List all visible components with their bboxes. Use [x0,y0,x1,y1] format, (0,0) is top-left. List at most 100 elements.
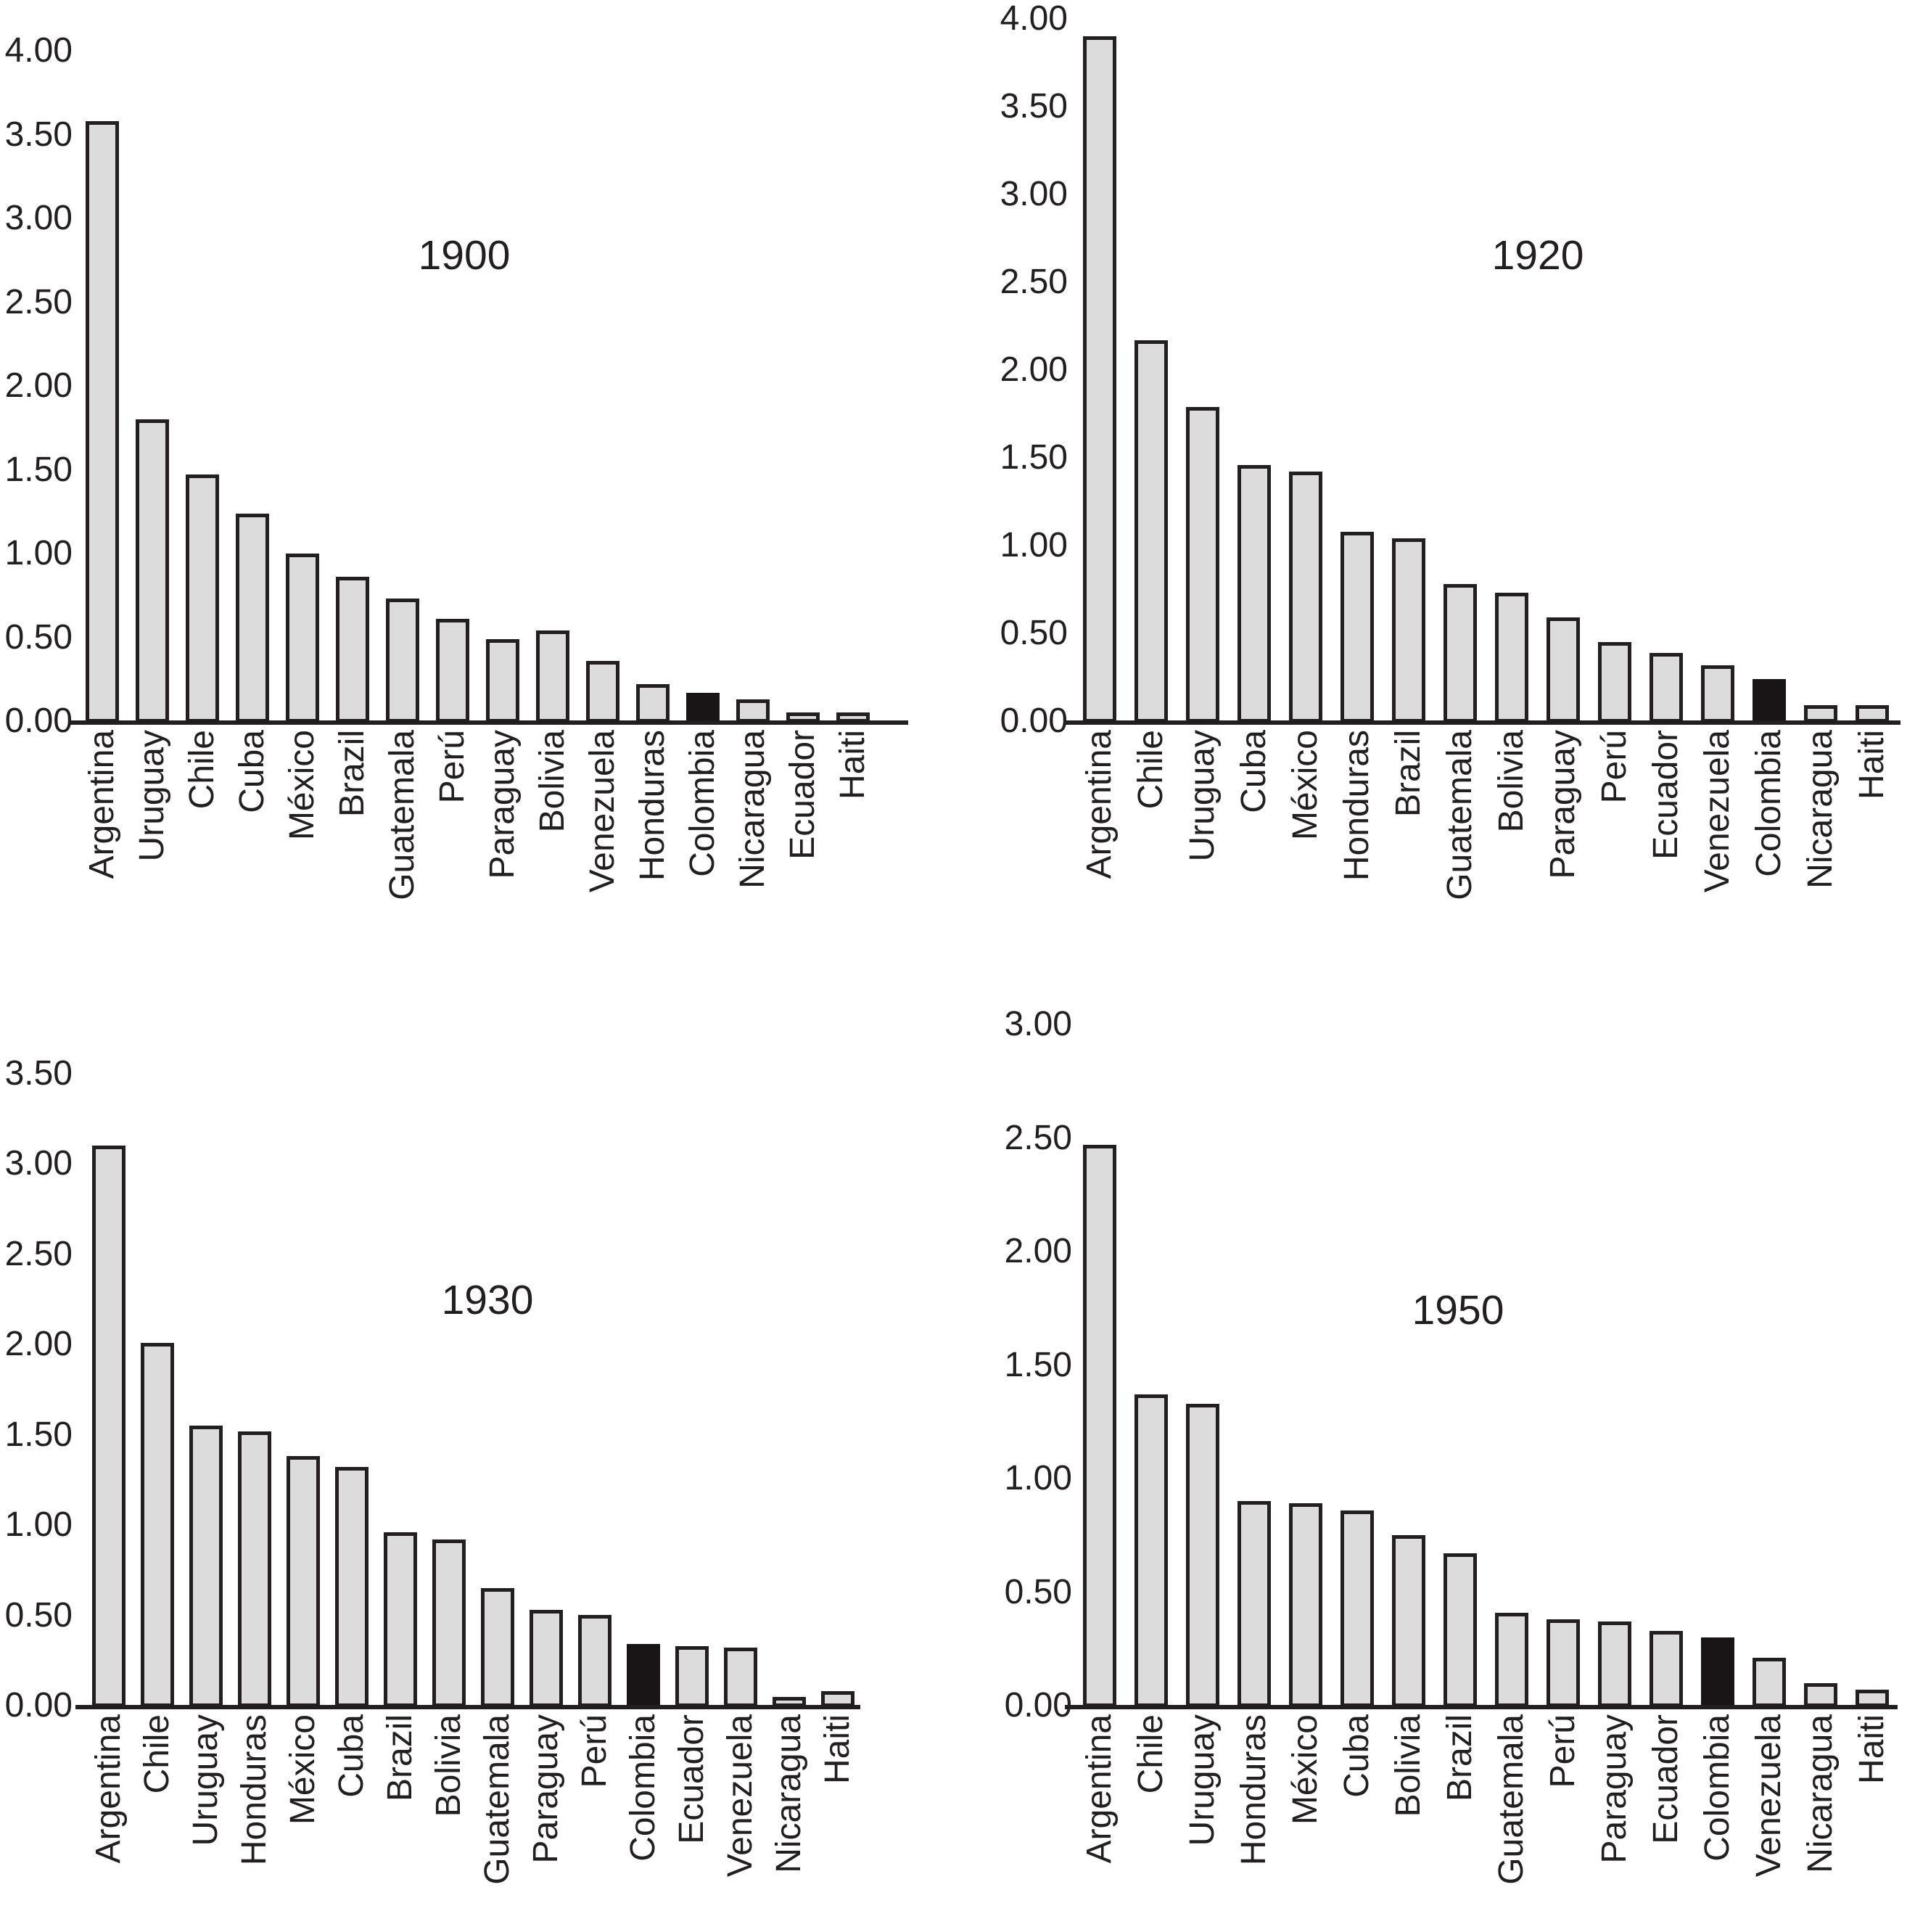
bar-paraguay [486,639,519,721]
x-label-cell-colombia: Colombia [678,730,728,947]
x-label-argentina: Argentina [1079,730,1119,879]
x-label-cell-uruguay: Uruguay [1177,730,1228,947]
x-label-brazil: Brazil [1440,1714,1479,1802]
y-tick-label-1930-3.00: 3.00 [4,1144,73,1183]
bar-mexico [287,1456,320,1706]
bar-haiti [1856,1690,1889,1706]
bar-haiti [821,1691,854,1706]
x-label-cell-brazil: Brazil [1383,730,1434,947]
x-label-cell-uruguay: Uruguay [1177,1714,1228,1932]
x-label-cell-chile: Chile [1125,1714,1177,1932]
x-label-honduras: Honduras [1337,730,1376,881]
bar-nicaragua [1804,1683,1837,1706]
bar-nicaragua [773,1697,806,1706]
x-label-cell-mexico: México [1280,1714,1331,1932]
x-label-cell-venezuela: Venezuela [577,730,627,947]
x-label-cell-ecuador: Ecuador [778,730,828,947]
x-label-cell-nicaragua: Nicaragua [765,1714,813,1932]
bar-guatemala [386,599,419,721]
x-label-argentina: Argentina [88,1714,128,1864]
bar-ecuador [675,1646,709,1706]
y-tick-label-1900-2.00: 2.00 [4,366,73,405]
bar-brazil [384,1532,417,1706]
bar-argentina [92,1146,125,1706]
x-label-cell-cuba: Cuba [227,730,277,947]
bar-argentina [86,121,119,721]
x-label-chile: Chile [1131,730,1170,810]
y-tick-label-1900-0.00: 0.00 [4,702,73,740]
bar-brazil [1392,538,1425,721]
x-label-cell-peru: Perú [570,1714,619,1932]
x-label-chile: Chile [1131,1714,1170,1794]
page: { "figure": { "description": "Four-panel… [0,0,1915,1892]
x-label-brazil: Brazil [332,730,371,818]
x-label-brazil: Brazil [1388,730,1428,818]
x-label-paraguay: Paraguay [1543,730,1582,879]
chart-panel-1930: 1930 0.00 0.50 1.00 1.50 2.00 2.50 3.00 3.50 Arge… [0,946,958,1892]
chart-panel-1920: 1920 0.00 0.50 1.00 1.50 2.00 2.50 3.00 3.50 4.00… [958,0,1915,946]
chart-title-1930: 1930 [441,1277,534,1323]
bar-cuba [335,1467,368,1706]
x-label-cell-colombia: Colombia [1743,730,1795,947]
x-label-cell-bolivia: Bolivia [1486,730,1537,947]
bar-mexico [1289,1503,1322,1706]
y-tick-label-1950-3.00: 3.00 [1004,1005,1072,1043]
x-label-haiti: Haiti [818,1714,857,1785]
bar-peru [1547,1619,1580,1706]
x-label-bolivia: Bolivia [1491,730,1531,833]
x-label-peru: Perú [574,1714,614,1788]
y-tick-label-1950-2.50: 2.50 [1004,1118,1072,1157]
x-label-mexico: México [283,1714,322,1825]
y-tick-label-1920-2.00: 2.00 [1000,350,1068,389]
bar-ecuador [1650,653,1683,721]
x-label-cell-uruguay: Uruguay [127,730,177,947]
x-label-cell-nicaragua: Nicaragua [1795,730,1846,947]
x-label-honduras: Honduras [1234,1714,1273,1866]
bar-honduras [1237,1501,1271,1706]
x-label-bolivia: Bolivia [532,730,572,833]
y-tick-label-1950-1.00: 1.00 [1004,1459,1072,1497]
x-label-honduras: Honduras [234,1714,273,1866]
x-label-cell-argentina: Argentina [1074,1714,1125,1932]
x-label-ecuador: Ecuador [672,1714,711,1844]
x-label-cell-nicaragua: Nicaragua [728,730,778,947]
x-label-guatemala: Guatemala [1440,730,1479,900]
y-tick-label-1920-1.00: 1.00 [1000,526,1068,564]
x-label-cell-mexico: México [1280,730,1331,947]
y-tick-label-1920-3.00: 3.00 [1000,175,1068,213]
bar-chile [1134,340,1168,721]
bar-colombia [627,1644,660,1706]
x-label-cell-cuba: Cuba [1228,730,1280,947]
x-label-colombia: Colombia [683,730,722,877]
x-label-cell-argentina: Argentina [1074,730,1125,947]
bar-chile [141,1343,174,1706]
x-label-cell-paraguay: Paraguay [477,730,527,947]
bar-nicaragua [736,699,770,721]
bar-haiti [1856,705,1889,721]
x-label-cell-haiti: Haiti [1846,730,1898,947]
chart-title-1950: 1950 [1412,1287,1504,1333]
y-tick-label-1920-0.50: 0.50 [1000,614,1068,652]
x-label-cell-peru: Perú [1537,1714,1589,1932]
x-label-peru: Perú [1594,730,1634,804]
bar-uruguay [136,419,169,721]
x-label-cuba: Cuba [1337,1714,1376,1798]
x-label-nicaragua: Nicaragua [1800,1714,1840,1873]
x-axis-line-1920 [1065,720,1900,725]
y-tick-label-1930-2.50: 2.50 [4,1234,73,1273]
bar-uruguay [1186,1404,1219,1706]
y-tick-label-1930-3.50: 3.50 [4,1053,73,1093]
x-label-venezuela: Venezuela [720,1714,759,1878]
bar-bolivia [432,1540,466,1706]
y-tick-label-1950-1.50: 1.50 [1004,1345,1072,1384]
bar-chile [1134,1394,1168,1706]
bar-honduras [1340,532,1374,721]
x-label-cell-brazil: Brazil [376,1714,424,1932]
x-label-nicaragua: Nicaragua [733,730,772,889]
x-label-cell-cuba: Cuba [1331,1714,1383,1932]
x-label-cell-peru: Perú [427,730,477,947]
y-tick-label-1900-1.00: 1.00 [4,534,73,572]
x-label-cell-venezuela: Venezuela [716,1714,765,1932]
x-axis-line-1900 [69,720,908,725]
x-label-cell-bolivia: Bolivia [527,730,577,947]
